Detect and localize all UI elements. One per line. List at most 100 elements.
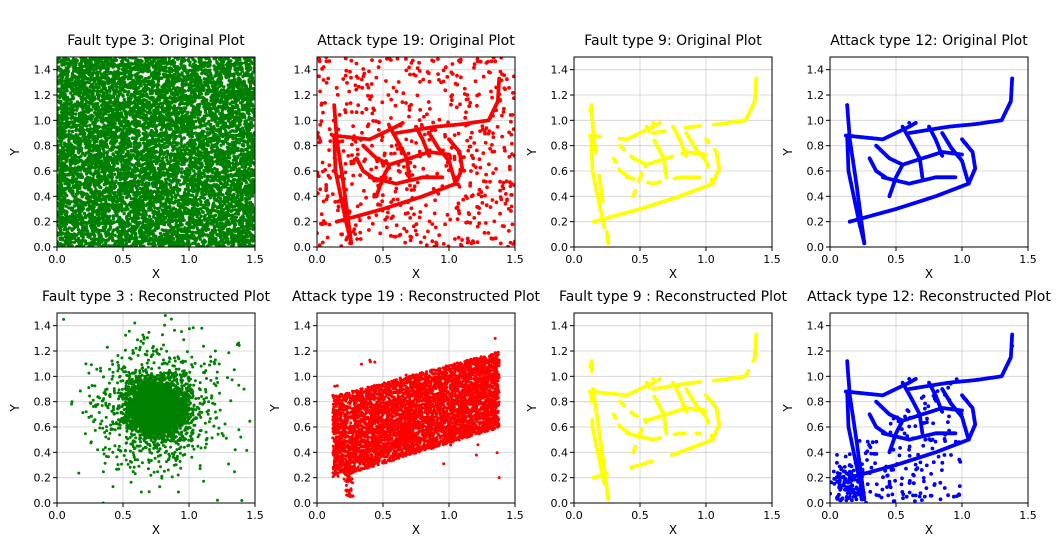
data-point [592, 476, 596, 480]
x-tick-label: 1.5 [506, 253, 524, 266]
data-point [69, 233, 72, 236]
y-axis-label: Y [525, 404, 539, 413]
chart-title: Fault type 9 : Reconstructed Plot [559, 289, 788, 305]
data-point [247, 68, 250, 71]
y-tick-label: 0.2 [551, 216, 569, 229]
y-tick-label: 0.4 [807, 446, 825, 459]
data-point [454, 175, 458, 179]
y-tick-label: 1.4 [34, 64, 52, 77]
y-tick-label: 0.8 [807, 396, 825, 409]
data-point [494, 337, 497, 340]
scatter-points [588, 333, 758, 502]
chart-title: Fault type 9: Original Plot [584, 33, 762, 49]
y-tick-label: 0.0 [34, 241, 52, 254]
data-point [588, 364, 592, 368]
x-tick-label: 1.5 [246, 509, 264, 522]
data-point [711, 182, 715, 186]
data-point [967, 438, 971, 442]
point-cloud [844, 77, 1014, 246]
data-point [498, 476, 501, 479]
data-point [592, 220, 596, 224]
point-cloud [331, 351, 500, 498]
y-axis-label: Y [525, 148, 539, 157]
y-axis-label: Y [268, 404, 282, 413]
x-tick-label: 1.0 [180, 509, 198, 522]
x-axis-label: X [925, 523, 933, 537]
data-point [155, 407, 158, 410]
y-tick-label: 0.6 [34, 165, 52, 178]
x-axis-label: X [669, 267, 677, 281]
scatter-points [62, 314, 251, 505]
x-tick-label: 0.0 [308, 509, 326, 522]
x-tick-label: 1.5 [763, 509, 781, 522]
x-tick-label: 0.0 [821, 253, 839, 266]
chart-title: Attack type 12: Original Plot [830, 33, 1028, 49]
y-tick-label: 0.6 [294, 165, 312, 178]
scatter-points [55, 55, 256, 248]
chart-title: Attack type 19: Original Plot [317, 33, 515, 49]
data-point [835, 476, 839, 480]
y-tick-label: 1.4 [294, 64, 312, 77]
y-tick-label: 0.8 [34, 140, 52, 153]
chart-title: Fault type 3 : Reconstructed Plot [42, 289, 271, 305]
chart-title: Attack type 19 : Reconstructed Plot [292, 289, 541, 305]
y-tick-label: 0.2 [551, 472, 569, 485]
y-tick-label: 0.2 [807, 472, 825, 485]
y-tick-label: 0.4 [34, 446, 52, 459]
x-tick-label: 0.5 [887, 509, 905, 522]
data-point [240, 499, 243, 502]
x-tick-label: 0.0 [565, 509, 583, 522]
data-point [845, 103, 849, 107]
y-tick-label: 0.6 [294, 421, 312, 434]
x-axis-label: X [412, 267, 420, 281]
data-point [441, 184, 445, 188]
x-tick-label: 1.0 [697, 509, 715, 522]
scatter-points [315, 55, 517, 249]
y-tick-label: 1.2 [807, 89, 825, 102]
data-point [331, 394, 334, 397]
data-point [862, 241, 866, 245]
y-tick-label: 1.2 [34, 345, 52, 358]
scatter-points [331, 337, 500, 498]
y-tick-label: 0.2 [34, 216, 52, 229]
data-point [108, 81, 111, 84]
y-tick-label: 1.0 [34, 114, 52, 127]
data-point [651, 377, 655, 381]
data-point [711, 438, 715, 442]
data-point [588, 108, 592, 112]
x-axis-label: X [152, 267, 160, 281]
x-tick-label: 0.0 [565, 253, 583, 266]
x-tick-label: 1.0 [953, 253, 971, 266]
y-tick-label: 0.0 [807, 241, 825, 254]
y-tick-label: 0.0 [294, 497, 312, 510]
x-tick-label: 0.0 [48, 253, 66, 266]
y-tick-label: 0.2 [807, 216, 825, 229]
x-tick-label: 1.5 [246, 253, 264, 266]
x-tick-label: 0.5 [887, 253, 905, 266]
data-point [332, 134, 336, 138]
data-point [1010, 77, 1014, 81]
data-point [848, 476, 852, 480]
y-tick-label: 0.6 [551, 165, 569, 178]
y-tick-label: 0.8 [807, 140, 825, 153]
x-tick-label: 0.0 [308, 253, 326, 266]
x-tick-label: 1.5 [1019, 509, 1037, 522]
y-tick-label: 1.2 [34, 89, 52, 102]
data-point [214, 350, 217, 353]
y-tick-label: 1.2 [551, 89, 569, 102]
y-tick-label: 0.6 [34, 421, 52, 434]
y-axis-label: Y [8, 404, 22, 413]
y-tick-label: 0.0 [807, 497, 825, 510]
data-point [82, 131, 85, 134]
x-tick-label: 0.5 [374, 253, 392, 266]
x-axis-label: X [412, 523, 420, 537]
y-tick-label: 1.2 [294, 345, 312, 358]
point-cloud [70, 314, 251, 502]
scatter-points [844, 77, 1014, 246]
y-tick-label: 0.6 [551, 421, 569, 434]
